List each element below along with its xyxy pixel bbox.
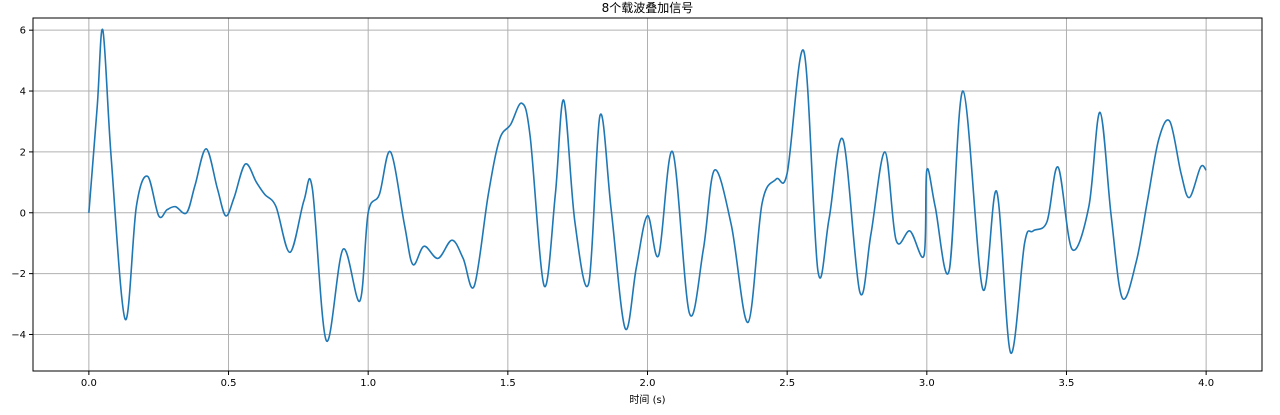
x-tick-label: 3.0 xyxy=(919,378,935,389)
y-tick-label: 6 xyxy=(20,26,26,37)
y-tick-label: −2 xyxy=(11,269,26,280)
grid-lines xyxy=(33,18,1262,371)
x-axis-ticks: 0.0 0.5 1.0 1.5 2.0 2.5 3.0 3.5 4.0 xyxy=(81,371,1214,389)
x-tick-label: 0.5 xyxy=(221,378,237,389)
y-tick-label: 4 xyxy=(20,87,26,98)
series-line xyxy=(88,28,1207,354)
x-tick-label: 2.5 xyxy=(779,378,795,389)
y-axis-ticks: −4 −2 0 2 4 6 xyxy=(11,26,33,341)
chart-title: 8个载波叠加信号 xyxy=(602,1,694,15)
x-tick-label: 1.0 xyxy=(360,378,376,389)
x-tick-label: 3.5 xyxy=(1059,378,1075,389)
x-tick-label: 4.0 xyxy=(1198,378,1214,389)
y-tick-label: −4 xyxy=(11,330,26,341)
x-axis-label: 时间 (s) xyxy=(629,393,665,406)
x-tick-label: 1.5 xyxy=(500,378,516,389)
y-tick-label: 0 xyxy=(20,208,26,219)
x-tick-label: 0.0 xyxy=(81,378,97,389)
y-tick-label: 2 xyxy=(20,147,26,158)
x-tick-label: 2.0 xyxy=(640,378,656,389)
